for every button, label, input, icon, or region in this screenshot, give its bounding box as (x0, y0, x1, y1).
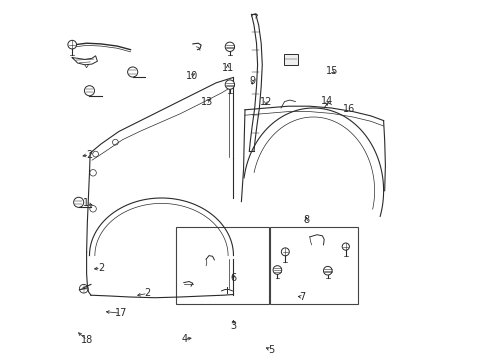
Circle shape (342, 243, 349, 250)
Text: 2: 2 (86, 150, 93, 160)
Text: 4: 4 (181, 334, 188, 344)
Circle shape (84, 86, 95, 96)
Bar (284, 54, 298, 65)
Circle shape (68, 40, 76, 49)
Text: 6: 6 (230, 273, 237, 283)
Text: 2: 2 (145, 288, 151, 298)
Circle shape (93, 151, 98, 157)
Circle shape (90, 206, 97, 212)
Text: 8: 8 (303, 215, 309, 225)
Bar (176, 227, 270, 304)
Circle shape (113, 139, 118, 145)
Text: 2: 2 (98, 263, 104, 273)
Circle shape (273, 266, 282, 274)
Text: 1: 1 (83, 198, 89, 208)
Circle shape (74, 197, 84, 207)
Text: 13: 13 (201, 96, 213, 107)
Text: 17: 17 (115, 308, 127, 318)
Circle shape (79, 284, 88, 293)
Circle shape (281, 248, 289, 256)
Circle shape (90, 170, 97, 176)
Text: 3: 3 (230, 321, 237, 331)
Text: 14: 14 (321, 96, 333, 106)
Text: 9: 9 (249, 76, 255, 86)
Circle shape (225, 80, 235, 89)
Circle shape (127, 67, 138, 77)
Bar (270, 227, 358, 304)
Text: 7: 7 (299, 292, 306, 302)
Text: 5: 5 (268, 345, 274, 355)
Text: 16: 16 (343, 104, 355, 114)
Circle shape (225, 42, 235, 51)
Circle shape (323, 266, 332, 275)
Text: 11: 11 (221, 63, 234, 73)
Text: 18: 18 (81, 335, 94, 345)
Text: 12: 12 (260, 96, 272, 107)
Text: 10: 10 (186, 71, 198, 81)
Text: 15: 15 (326, 66, 338, 76)
